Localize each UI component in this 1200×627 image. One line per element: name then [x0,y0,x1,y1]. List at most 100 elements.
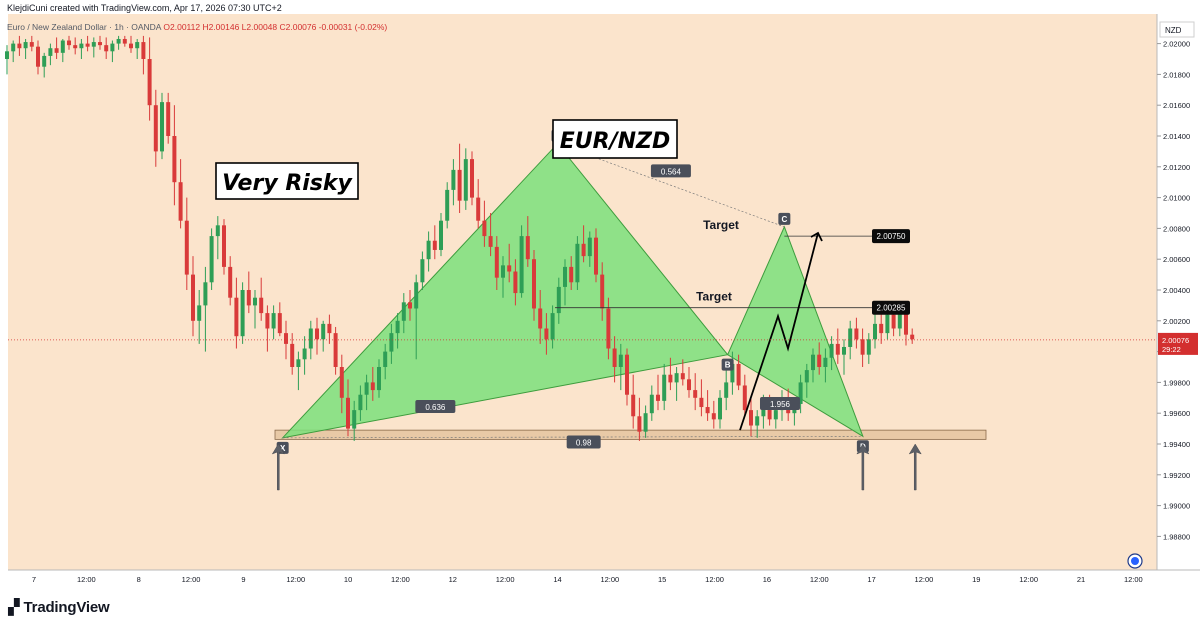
candle-body [370,382,375,391]
time-tick-label: 12:00 [600,575,619,584]
candle-body [48,48,53,56]
candle [253,290,257,329]
candle [246,271,251,314]
candle-body [798,382,803,404]
candle-body [98,42,102,46]
candle [315,317,319,355]
footer-brand[interactable]: ▞ TradingView [8,598,110,616]
candle [600,262,605,321]
candle-body [160,102,164,152]
up-arrow-icon [271,443,285,491]
ratio-badge [759,396,800,410]
price-tick-label: 2.01600 [1163,101,1190,110]
candle [563,259,567,306]
candle-body [451,169,456,190]
brand-name: TradingView [23,598,110,616]
candle-body [129,43,133,49]
ratio-badge [566,435,601,449]
time-tick-label: 15 [658,575,666,584]
candle-body [333,333,338,367]
risk-label: Very Risky [222,171,353,196]
candle-body [656,394,660,401]
price-tick-label: 2.02000 [1163,40,1190,49]
candle-body [494,246,499,278]
time-tick-label: 10 [344,575,352,584]
price-tick-label: 1.99200 [1163,471,1190,480]
candle [513,259,518,306]
target-price-badge [872,229,910,244]
candle-body [284,333,288,344]
candle-body [60,40,65,53]
candle-body [122,38,127,44]
candle [488,213,493,257]
candle-body [277,313,282,334]
candle-body [637,416,642,432]
last-price-badge [1158,332,1198,355]
candle [724,370,729,411]
candle-body [804,370,809,383]
last-price-label: 2.00076 [1162,336,1189,345]
price-tick-label: 1.99800 [1163,378,1190,387]
candle-body [253,297,257,306]
candle [191,256,195,337]
candle-body [116,38,121,44]
candle [730,351,735,395]
candle [804,363,809,398]
price-tick-label: 2.00400 [1163,286,1190,295]
candle [228,256,233,306]
candle-body [885,314,890,334]
candle [556,277,561,324]
candle-body [290,343,295,367]
time-tick-label: 12:00 [496,575,515,584]
candle-body [618,354,623,367]
candle [203,266,208,352]
candle-body [104,45,109,52]
candle [662,363,667,411]
candle [910,328,915,344]
candle [234,277,239,349]
ratio-label: 0.564 [661,167,682,176]
candle [408,290,412,321]
symbol-name[interactable]: Euro / New Zealand Dollar · 1h · OANDA [7,22,162,32]
pattern-point-label: X [280,444,286,453]
candle-body [439,220,443,250]
candle [116,35,121,50]
candle [860,328,865,367]
candle [544,313,549,355]
candle-body [711,413,716,420]
candle [296,351,301,391]
pattern-point-badge [778,212,791,225]
up-arrow-icon [856,443,870,491]
pattern-point-label: B [725,361,731,370]
price-tick-label: 2.00800 [1163,224,1190,233]
candle-body [197,305,202,321]
credit-line: KlejdiCuni created with TradingView.com,… [7,3,282,13]
candle-body [222,225,226,267]
ohlc-values: O2.00112 H2.00146 L2.00048 C2.00076 -0.0… [163,22,388,32]
candle-body [191,274,195,321]
candle-body [501,265,505,278]
symbol-info-line: Euro / New Zealand Dollar · 1h · OANDA O… [7,22,387,32]
candle-body [575,243,580,283]
candle-body [680,373,685,380]
candle-body [767,403,772,420]
candle-body [91,42,96,47]
candle [835,328,840,364]
candle-body [184,220,189,275]
candle-body [389,333,394,352]
candle [711,400,716,429]
candle [829,336,834,371]
candle-body [470,159,474,198]
candle [277,302,282,337]
candle-body [296,359,301,367]
candle [693,373,698,411]
candle-body [395,320,400,334]
candle-body [649,394,654,414]
candle-body [271,313,276,329]
candle-body [773,410,778,420]
candle-body [172,136,177,183]
candle [209,228,214,290]
candle [854,317,859,349]
